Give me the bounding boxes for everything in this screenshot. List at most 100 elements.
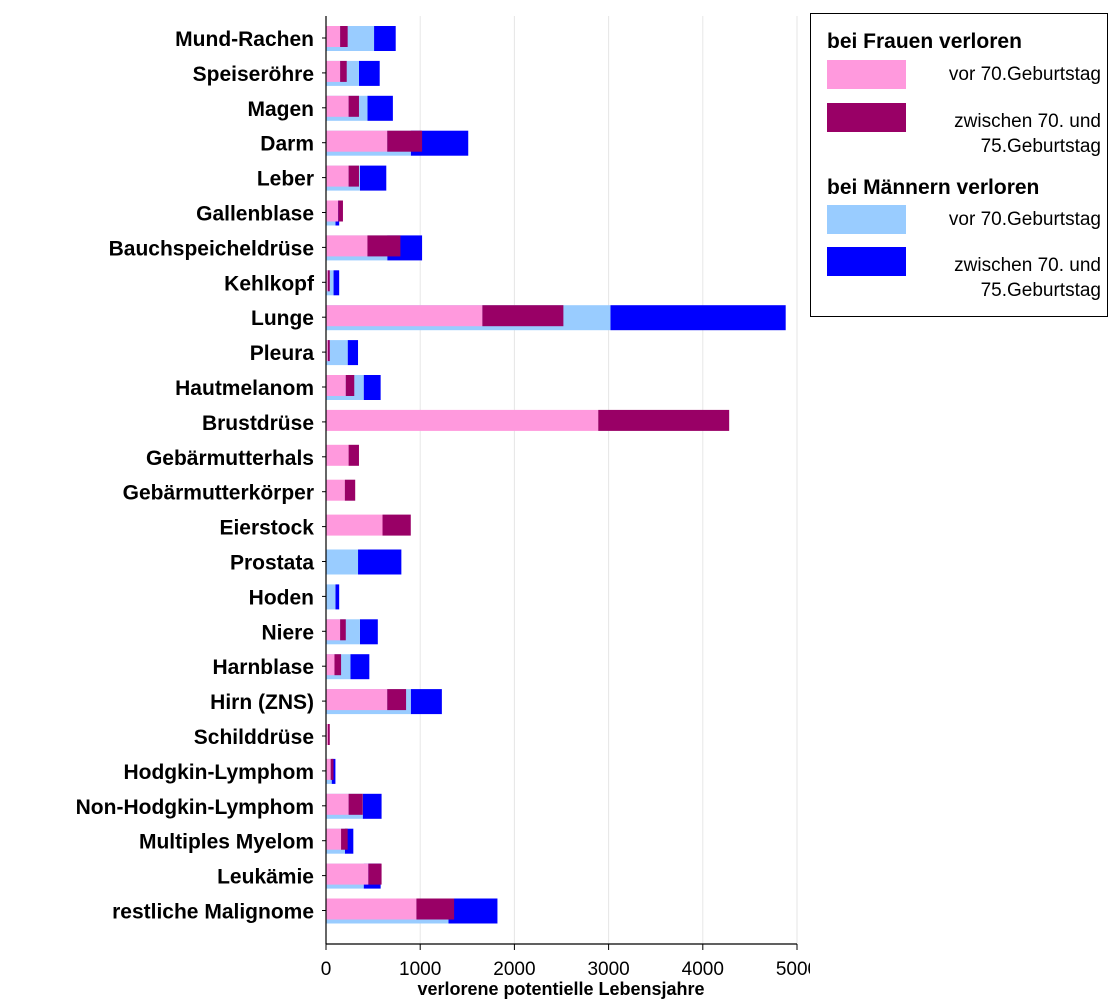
bar-frauen-70_75: [387, 130, 423, 152]
bar-frauen-vor70: [326, 758, 331, 780]
category-label: Darm: [260, 133, 314, 156]
bar-frauen-70_75: [344, 479, 356, 501]
bar-frauen-vor70: [326, 305, 483, 327]
legend-swatch-maenner-70-75: [827, 247, 906, 276]
bar-frauen-vor70: [326, 270, 328, 292]
bar-maenner-70_75: [335, 584, 340, 610]
legend-label-frauen-70-75: zwischen 70. und 75.Geburtstag: [954, 111, 1101, 157]
bar-frauen-70_75: [367, 235, 401, 257]
bar-frauen-vor70: [326, 375, 346, 396]
legend-label-frauen-vor70: vor 70.Geburtstag: [948, 64, 1101, 85]
category-label: Leber: [257, 168, 314, 191]
category-label: Hoden: [249, 586, 314, 609]
bar-maenner-70_75: [358, 549, 402, 575]
bar-maenner-70_75: [344, 828, 354, 854]
bar-maenner-70_75: [347, 340, 359, 366]
bar-frauen-vor70: [326, 724, 328, 745]
axes: 0 1000 2000 3000 4000 5000: [321, 16, 810, 980]
bar-frauen-vor70: [326, 654, 335, 676]
category-label: Eierstock: [219, 517, 314, 540]
legend-swatch-maenner-vor70: [827, 205, 906, 234]
bar-maenner-70_75: [363, 375, 381, 400]
category-label: Bauchspeicheldrüse: [109, 237, 314, 260]
bar-frauen-vor70: [326, 130, 388, 152]
bar-maenner-70_75: [358, 60, 380, 86]
category-label: Pleura: [250, 342, 315, 365]
category-label: Hautmelanom: [175, 377, 314, 400]
bar-frauen-70_75: [327, 340, 330, 362]
bar-frauen-70_75: [348, 165, 359, 187]
x-tick-label: 5000: [776, 959, 810, 980]
category-label: Magen: [247, 98, 314, 121]
x-tick-label: 4000: [682, 959, 724, 980]
bar-frauen-70_75: [340, 619, 346, 641]
legend-title-maenner: bei Männern verloren: [827, 176, 1040, 199]
x-tick-label: 2000: [493, 959, 535, 980]
category-label: Non-Hodgkin-Lymphom: [76, 796, 314, 819]
category-label: Gebärmutterhals: [146, 447, 314, 470]
bar-frauen-vor70: [326, 689, 388, 711]
bar-frauen-70_75: [327, 270, 330, 292]
bar-maenner-70_75: [331, 758, 336, 784]
bar-frauen-vor70: [326, 514, 383, 536]
bar-frauen-70_75: [348, 793, 363, 815]
bar-maenner-vor70: [326, 340, 348, 366]
category-label: Leukämie: [217, 866, 314, 889]
bar-frauen-70_75: [382, 514, 411, 536]
category-label: Niere: [261, 621, 314, 644]
bar-frauen-70_75: [338, 200, 343, 222]
x-axis-title: verlorene potentielle Lebensjahre: [417, 979, 704, 999]
bar-maenner-vor70: [326, 584, 336, 610]
legend: bei Frauen verloren vor 70.Geburtstag zw…: [810, 13, 1108, 317]
bar-frauen-70_75: [345, 375, 355, 396]
bar-frauen-70_75: [598, 409, 730, 431]
category-label: Kehlkopf: [224, 272, 315, 295]
category-label: Gebärmutterkörper: [123, 482, 314, 505]
category-label: Hodgkin-Lymphom: [123, 761, 314, 784]
bar-frauen-vor70: [326, 898, 417, 920]
bars: [326, 26, 786, 924]
bar-frauen-vor70: [326, 409, 599, 431]
bar-frauen-vor70: [326, 200, 339, 222]
bar-maenner-70_75: [359, 165, 387, 191]
bar-maenner-70_75: [350, 654, 370, 680]
bar-frauen-70_75: [340, 60, 347, 82]
category-label: Harnblase: [212, 656, 314, 679]
bar-frauen-vor70: [326, 479, 345, 501]
category-label: Hirn (ZNS): [210, 691, 314, 714]
bar-maenner-70_75: [359, 619, 378, 645]
category-label: Multiples Myelom: [139, 831, 314, 854]
category-label: Brustdrüse: [202, 412, 314, 435]
bar-frauen-vor70: [326, 235, 368, 257]
bar-frauen-vor70: [326, 828, 342, 850]
bar-maenner-vor70: [326, 549, 359, 575]
category-label: Lunge: [251, 307, 314, 330]
bar-frauen-vor70: [326, 340, 328, 362]
bar-frauen-vor70: [326, 793, 349, 815]
category-label: restliche Malignome: [112, 901, 314, 924]
category-label: Mund-Rachen: [175, 28, 314, 51]
bar-maenner-70_75: [410, 689, 442, 715]
bar-maenner-70_75: [374, 26, 396, 51]
bar-frauen-70_75: [348, 95, 359, 117]
bar-maenner-70_75: [448, 898, 498, 924]
bar-frauen-vor70: [326, 165, 349, 187]
stacked-bar-chart: 0 1000 2000 3000 4000 5000 Mund-Rachen Speiser…: [76, 16, 810, 999]
category-label: Speiseröhre: [193, 63, 314, 86]
bar-frauen-70_75: [341, 828, 348, 850]
legend-label-maenner-vor70: vor 70.Geburtstag: [948, 209, 1101, 230]
x-tick-label: 3000: [587, 959, 629, 980]
bar-frauen-70_75: [330, 758, 334, 780]
legend-swatch-frauen-70-75: [827, 103, 906, 132]
category-label: Prostata: [230, 552, 314, 575]
bar-frauen-vor70: [326, 863, 369, 885]
legend-title-frauen: bei Frauen verloren: [827, 30, 1022, 53]
legend-swatch-frauen-vor70: [827, 60, 906, 89]
grid-lines: [419, 16, 798, 944]
bar-frauen-vor70: [326, 26, 341, 47]
bar-frauen-70_75: [327, 724, 330, 745]
bar-frauen-70_75: [334, 654, 342, 676]
bar-frauen-70_75: [340, 26, 348, 47]
category-labels: Mund-Rachen Speiseröhre Magen Darm Leber Gall…: [76, 28, 315, 924]
bar-frauen-70_75: [348, 444, 359, 466]
